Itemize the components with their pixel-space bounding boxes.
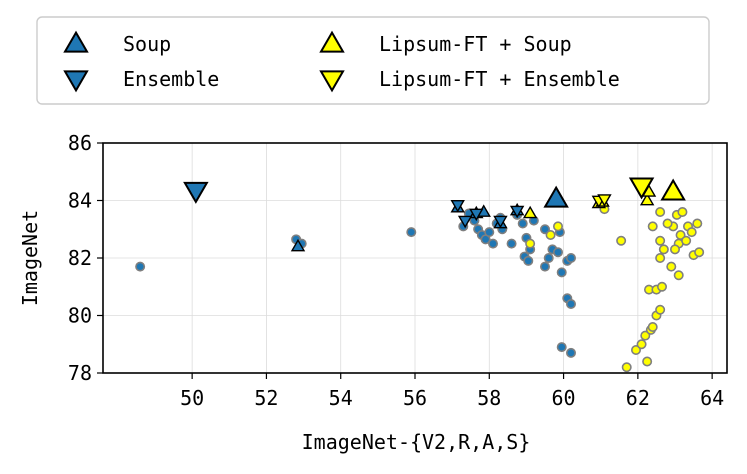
data-point-circle <box>658 244 669 255</box>
data-point-circle <box>556 342 567 353</box>
data-point-circle <box>406 227 417 238</box>
x-tick-label: 56 <box>403 386 427 410</box>
data-point-triangle-down <box>450 199 465 213</box>
legend-label: Lipsum-FT + Soup <box>379 32 572 56</box>
data-point-circle <box>677 207 688 218</box>
data-point-circle <box>539 261 550 272</box>
x-tick-label: 58 <box>477 386 501 410</box>
data-point-circle <box>656 281 667 292</box>
data-point-circle <box>556 267 567 278</box>
data-point-circle <box>525 238 536 249</box>
data-point-circle <box>662 218 673 229</box>
data-point-circle <box>517 218 528 229</box>
x-tick-label: 54 <box>329 386 353 410</box>
data-point-circle <box>616 235 627 246</box>
data-point-circle <box>506 238 517 249</box>
y-tick-label: 82 <box>68 246 92 270</box>
data-point-triangle-down <box>183 181 209 204</box>
legend-triangle-down-icon <box>63 70 89 93</box>
legend-triangle-up-icon <box>63 30 89 53</box>
x-axis-ticks: 50 52 54 56 58 60 62 64 <box>180 373 724 410</box>
y-tick-label: 78 <box>68 361 92 385</box>
legend-label: Soup <box>123 32 171 56</box>
x-tick-label: 52 <box>254 386 278 410</box>
plot-area: 50 52 54 56 58 60 62 64 78 80 82 84 86 <box>68 131 728 410</box>
legend-triangle-down-icon <box>319 70 345 93</box>
data-point-circle <box>552 247 563 258</box>
data-marks <box>135 177 705 373</box>
data-point-circle <box>636 339 647 350</box>
data-point-circle <box>630 344 641 355</box>
data-point-circle <box>565 253 576 264</box>
legend-triangle-up-icon <box>319 30 345 53</box>
data-point-circle <box>647 221 658 232</box>
x-tick-label: 62 <box>626 386 650 410</box>
legend-box <box>36 16 710 105</box>
data-point-circle <box>621 362 632 373</box>
y-tick-label: 80 <box>68 304 92 328</box>
data-point-circle <box>681 235 692 246</box>
x-tick-label: 64 <box>700 386 724 410</box>
data-point-circle <box>640 330 651 341</box>
data-point-triangle-up <box>639 192 655 206</box>
data-point-circle <box>642 356 653 367</box>
data-point-circle <box>484 227 495 238</box>
data-point-circle <box>673 270 684 281</box>
data-point-triangle-down <box>469 208 484 222</box>
data-point-triangle-up <box>660 178 686 201</box>
data-point-circle <box>669 244 680 255</box>
data-point-circle <box>545 230 556 241</box>
x-axis-label: ImageNet-{V2,R,A,S} <box>302 430 531 454</box>
x-tick-label: 50 <box>180 386 204 410</box>
grid <box>103 142 727 374</box>
data-point-circle <box>543 253 554 264</box>
data-point-triangle-down <box>628 177 655 200</box>
data-point-triangle-down <box>457 215 473 229</box>
data-point-circle <box>487 238 498 249</box>
y-axis-label: ImageNet <box>18 210 42 306</box>
x-tick-label: 60 <box>552 386 576 410</box>
y-axis-ticks: 78 80 82 84 86 <box>68 131 103 385</box>
y-tick-label: 86 <box>68 131 92 155</box>
data-point-triangle-down <box>597 194 612 207</box>
legend-label: Ensemble <box>123 67 219 91</box>
data-point-circle <box>539 224 550 235</box>
data-point-circle <box>565 347 576 358</box>
data-point-triangle-up <box>522 205 538 219</box>
data-point-triangle-down <box>509 205 525 219</box>
data-point-triangle-up <box>290 238 306 252</box>
data-point-circle <box>686 227 697 238</box>
legend-label: Lipsum-FT + Ensemble <box>379 67 620 91</box>
data-point-triangle-up <box>543 185 569 208</box>
data-point-circle <box>523 255 534 266</box>
data-point-circle <box>135 261 146 272</box>
legend: Soup Ensemble Lipsum-FT + Soup Lipsum-FT + … <box>36 16 710 105</box>
data-point-circle <box>666 261 677 272</box>
data-point-circle <box>565 298 576 309</box>
data-point-circle <box>647 321 658 332</box>
data-point-triangle-down <box>493 215 508 229</box>
data-point-circle <box>692 218 703 229</box>
data-point-circle <box>655 304 666 315</box>
data-point-circle <box>655 253 666 264</box>
data-point-circle <box>655 207 666 218</box>
data-point-circle <box>655 235 666 246</box>
data-point-circle <box>552 221 563 232</box>
data-point-circle <box>694 247 705 258</box>
data-point-circle <box>675 230 686 241</box>
y-tick-label: 84 <box>68 189 92 213</box>
